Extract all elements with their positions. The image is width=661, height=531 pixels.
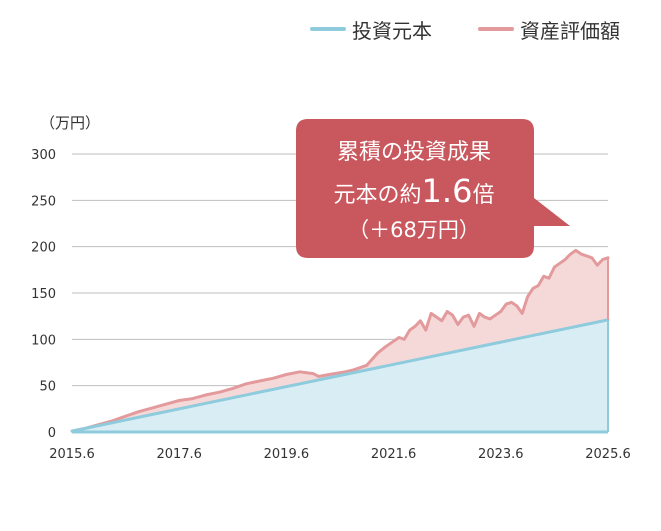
legend-valuation-label: 資産評価額 (520, 18, 620, 43)
tick-labels: 0 50 100 150 200 250 300 2015.6 2017.6 2019.6 2021… (31, 148, 631, 462)
y-tick-label-250: 250 (31, 194, 56, 209)
legend-valuation: 資産評価額 (478, 14, 620, 44)
area-layer (70, 248, 610, 433)
y-tick-label-300: 300 (31, 148, 56, 163)
x-tick-label-2: 2019.6 (264, 447, 310, 462)
legend-principal: 投資元本 (310, 14, 432, 44)
y-tick-label-150: 150 (31, 287, 56, 302)
y-axis-unit-label: （万円） (40, 114, 101, 132)
y-tick-label-200: 200 (31, 241, 56, 256)
legend-valuation-swatch (478, 27, 514, 31)
y-tick-label-0: 0 (48, 426, 56, 441)
legend-principal-label: 投資元本 (352, 18, 432, 43)
x-tick-label-4: 2023.6 (478, 447, 524, 462)
x-tick-label-3: 2021.6 (371, 447, 417, 462)
principal-line (70, 318, 610, 433)
x-tick-label-5: 2025.6 (585, 447, 631, 462)
x-tick-label-0: 2015.6 (49, 447, 95, 462)
x-tick-label-1: 2017.6 (156, 447, 202, 462)
valuation-line (70, 248, 610, 433)
y-tick-label-50: 50 (39, 380, 56, 395)
legend-principal-swatch (310, 27, 346, 31)
y-tick-label-100: 100 (31, 333, 56, 348)
